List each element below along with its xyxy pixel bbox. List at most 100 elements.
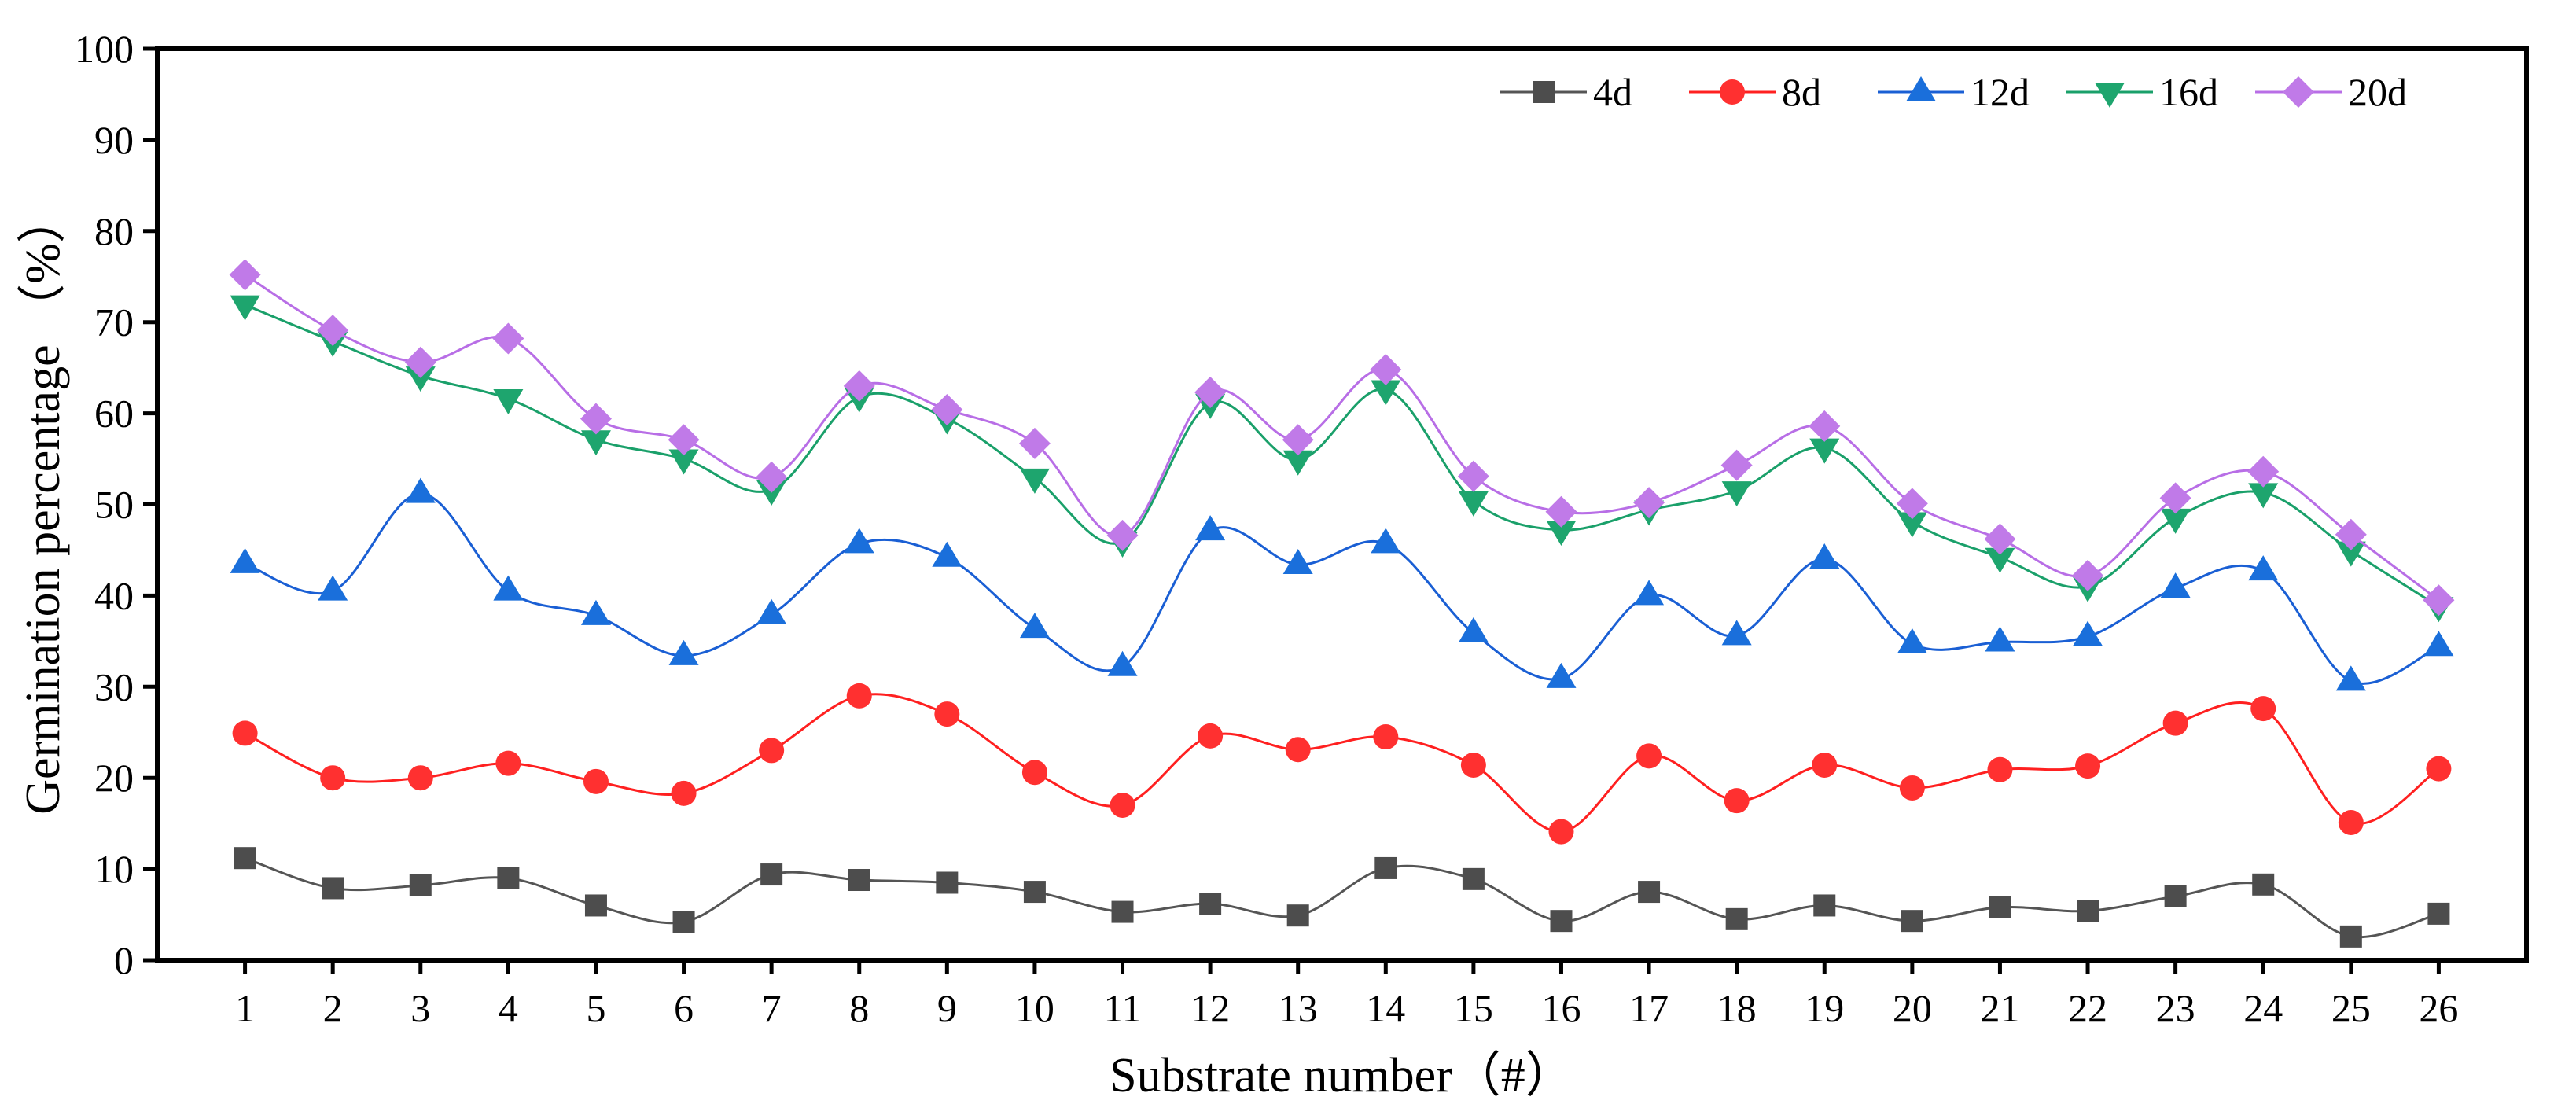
- data-point-8d: [1636, 743, 1662, 769]
- x-tick-label: 2: [323, 986, 343, 1030]
- x-tick-label: 24: [2243, 986, 2283, 1030]
- data-point-20d: [317, 315, 349, 347]
- data-point-20d: [931, 393, 963, 425]
- series-4d: [234, 847, 2450, 948]
- data-point-4d: [848, 869, 870, 892]
- y-tick-label: 70: [94, 300, 134, 344]
- data-point-8d: [407, 765, 433, 791]
- data-point-4d: [497, 867, 520, 889]
- data-point-12d: [1897, 628, 1927, 653]
- data-point-8d: [1987, 756, 2013, 782]
- data-point-8d: [759, 738, 785, 764]
- data-point-8d: [232, 720, 258, 746]
- series-line-16d: [245, 304, 2440, 608]
- data-point-4d: [1638, 881, 1661, 904]
- data-point-12d: [405, 477, 436, 503]
- data-point-20d: [492, 322, 524, 355]
- y-tick-label: 80: [94, 209, 134, 253]
- data-point-12d: [1546, 662, 1577, 688]
- x-tick-label: 22: [2068, 986, 2107, 1030]
- x-tick-label: 26: [2419, 986, 2458, 1030]
- data-point-12d: [844, 528, 874, 554]
- data-point-12d: [1282, 548, 1313, 574]
- data-point-8d: [1724, 788, 1750, 814]
- x-tick-label: 3: [410, 986, 430, 1030]
- data-point-12d: [1019, 613, 1050, 639]
- data-point-8d: [671, 780, 697, 806]
- data-point-16d: [1546, 520, 1577, 546]
- data-point-12d: [580, 599, 611, 625]
- data-point-4d: [672, 911, 695, 933]
- legend: 4d 8d 12d 16d 20d: [1500, 70, 2407, 114]
- x-tick-label: 25: [2331, 986, 2371, 1030]
- y-tick-label: 40: [94, 573, 134, 617]
- data-point-20d: [1984, 523, 2016, 555]
- data-point-12d: [318, 575, 348, 601]
- data-point-20d: [580, 403, 612, 435]
- legend-marker-4d: [1533, 81, 1555, 103]
- legend-label: 12d: [1971, 70, 2030, 114]
- y-tick-label: 20: [94, 756, 134, 800]
- y-tick-label: 10: [94, 847, 134, 891]
- data-point-16d: [1019, 468, 1050, 494]
- x-tick-label: 5: [586, 986, 605, 1030]
- data-point-12d: [1634, 580, 1665, 606]
- y-tick-label: 60: [94, 392, 134, 436]
- series-line-20d: [244, 274, 2440, 602]
- x-tick-label: 23: [2156, 986, 2195, 1030]
- data-point-20d: [1457, 460, 1489, 492]
- data-point-4d: [936, 871, 959, 894]
- data-point-20d: [1545, 495, 1577, 528]
- data-point-20d: [2335, 518, 2367, 550]
- data-point-20d: [668, 424, 700, 456]
- y-tick-label: 90: [94, 118, 134, 162]
- data-point-16d: [230, 295, 260, 321]
- data-point-8d: [320, 765, 346, 791]
- data-point-16d: [580, 430, 611, 456]
- data-point-12d: [1809, 543, 1840, 569]
- data-point-20d: [2159, 482, 2191, 514]
- data-point-8d: [1285, 737, 1311, 763]
- data-point-12d: [2248, 555, 2279, 581]
- data-point-16d: [1809, 438, 1840, 464]
- data-point-8d: [1812, 752, 1838, 778]
- data-point-4d: [1023, 881, 1046, 904]
- data-point-20d: [1018, 427, 1051, 459]
- x-tick-label: 8: [849, 986, 869, 1030]
- data-point-20d: [1370, 353, 1402, 385]
- x-axis: 1 2 3 4 5 6 7 8 9 10 11 12 13 14 15 16 17 18 19 20 21 22 23 24 2…: [235, 960, 2458, 1030]
- data-point-4d: [1199, 893, 1222, 915]
- data-point-8d: [2338, 809, 2364, 835]
- data-point-12d: [932, 541, 962, 567]
- data-point-12d: [668, 639, 699, 665]
- data-point-20d: [756, 461, 788, 493]
- legend-marker-12d: [1906, 76, 1936, 101]
- data-point-12d: [1985, 626, 2015, 652]
- series-8d: [232, 683, 2452, 845]
- data-point-16d: [1371, 380, 1401, 406]
- data-point-8d: [1198, 723, 1224, 749]
- legend-label: 20d: [2348, 70, 2407, 114]
- legend-label: 16d: [2159, 70, 2218, 114]
- legend-label: 4d: [1593, 70, 1632, 114]
- data-point-20d: [404, 346, 436, 378]
- data-point-4d: [1813, 894, 1836, 917]
- data-point-12d: [1107, 650, 1138, 676]
- y-axis-title: Germination percentage （%）: [17, 194, 70, 814]
- data-point-16d: [756, 480, 787, 506]
- data-point-4d: [1725, 907, 1748, 930]
- data-point-8d: [2426, 756, 2452, 782]
- data-point-20d: [1194, 376, 1227, 408]
- data-point-12d: [2160, 572, 2191, 598]
- x-tick-label: 7: [762, 986, 782, 1030]
- x-tick-label: 1: [235, 986, 255, 1030]
- legend-item-4d: 4d: [1500, 70, 1632, 114]
- x-tick-label: 9: [937, 986, 957, 1030]
- data-point-16d: [2335, 541, 2366, 567]
- data-point-8d: [1110, 792, 1135, 818]
- data-point-16d: [405, 366, 436, 392]
- x-tick-label: 13: [1279, 986, 1318, 1030]
- data-point-4d: [2077, 900, 2099, 922]
- data-point-20d: [2072, 559, 2104, 591]
